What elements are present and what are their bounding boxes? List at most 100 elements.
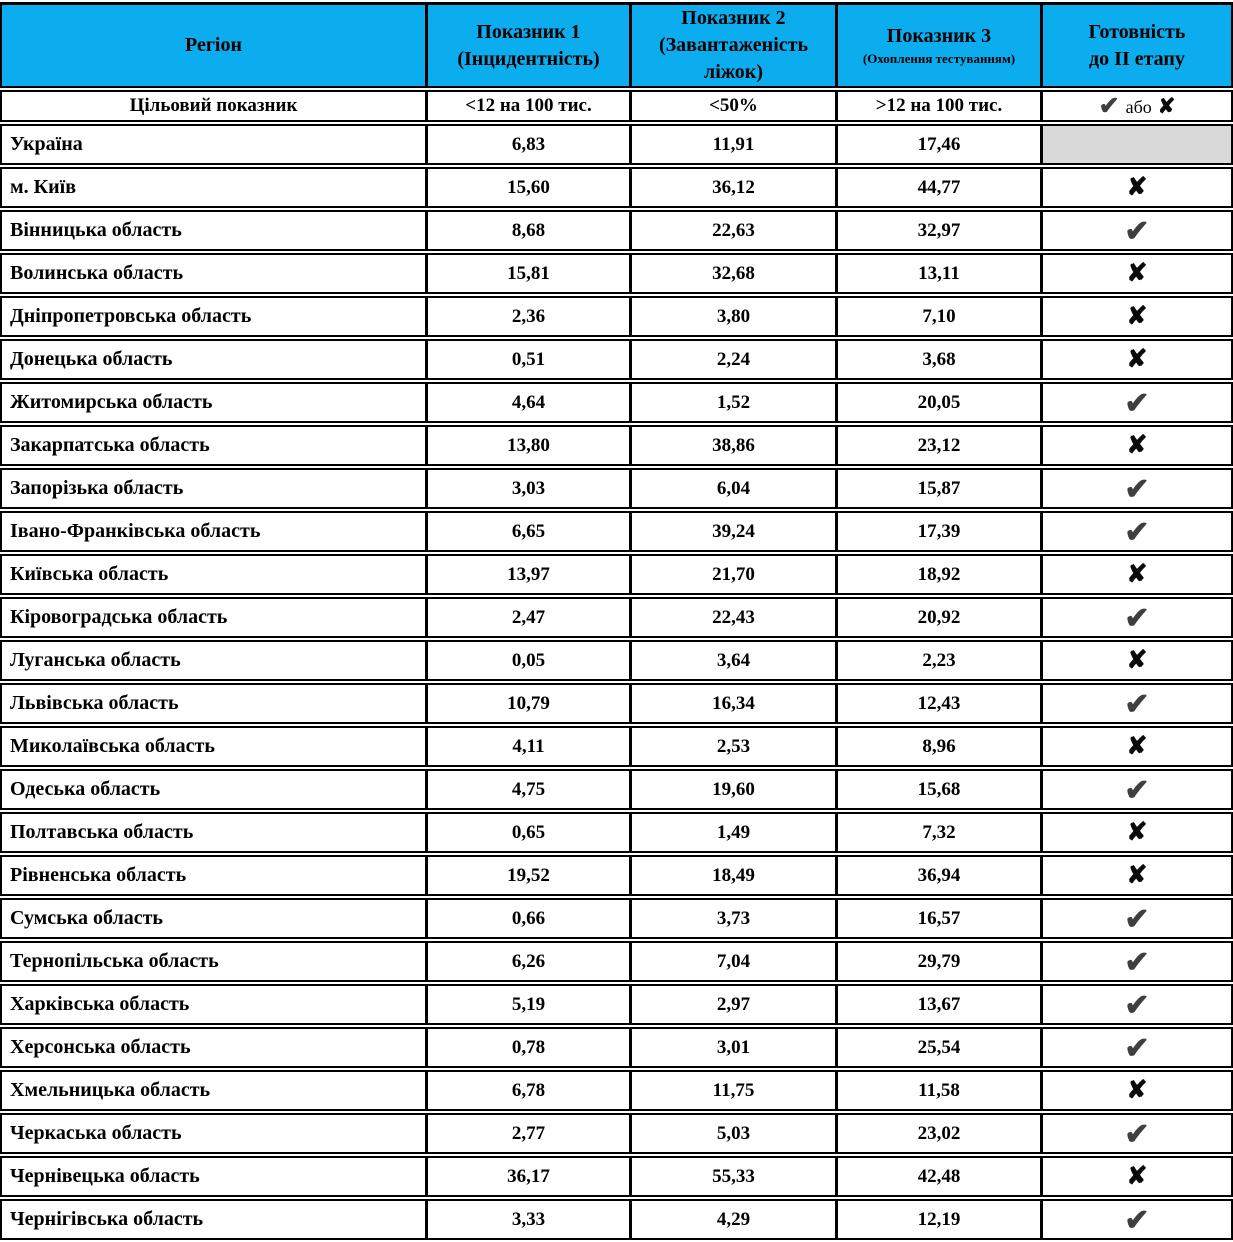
indicator1-value: 5,19 <box>428 984 632 1025</box>
table-row: Чернігівська область 3,33 4,29 12,19 ✔ <box>0 1199 1233 1240</box>
indicator1-value: 15,81 <box>428 253 632 294</box>
col-header-indicator3-subtitle: (Охоплення тестуванням) <box>862 51 1016 67</box>
cross-icon: ✘ <box>1126 174 1148 201</box>
indicator2-value: 7,04 <box>632 941 838 982</box>
indicator2-value: 4,29 <box>632 1199 838 1240</box>
region-name: Чернівецька область <box>0 1156 428 1197</box>
table-body: Україна 6,83 11,91 17,46 м. Київ 15,60 3… <box>0 124 1233 1240</box>
check-icon: ✔ <box>1124 601 1150 635</box>
indicator2-value: 39,24 <box>632 511 838 552</box>
check-icon: ✔ <box>1124 386 1150 420</box>
indicator3-value: 12,43 <box>838 683 1043 724</box>
table-row: м. Київ 15,60 36,12 44,77 ✘ <box>0 167 1233 208</box>
table-row: Луганська область 0,05 3,64 2,23 ✘ <box>0 640 1233 681</box>
check-icon: ✔ <box>1124 515 1150 549</box>
readiness-cell: ✘ <box>1043 425 1233 466</box>
readiness-cell: ✔ <box>1043 597 1233 638</box>
indicator3-value: 20,05 <box>838 382 1043 423</box>
indicator1-value: 36,17 <box>428 1156 632 1197</box>
indicator2-value: 38,86 <box>632 425 838 466</box>
readiness-legend-or: або <box>1125 97 1152 117</box>
readiness-cell: ✔ <box>1043 511 1233 552</box>
table-row: Херсонська область 0,78 3,01 25,54 ✔ <box>0 1027 1233 1068</box>
indicator1-value: 6,26 <box>428 941 632 982</box>
region-name: Донецька область <box>0 339 428 380</box>
indicator2-value: 3,73 <box>632 898 838 939</box>
check-icon: ✔ <box>1124 773 1150 807</box>
cross-icon: ✘ <box>1157 94 1176 118</box>
indicator2-value: 2,24 <box>632 339 838 380</box>
indicator2-value: 5,03 <box>632 1113 838 1154</box>
region-name: Черкаська область <box>0 1113 428 1154</box>
indicator3-value: 29,79 <box>838 941 1043 982</box>
readiness-cell: ✔ <box>1043 468 1233 509</box>
col-header-readiness-subtitle: до ІІ етапу <box>1089 47 1185 70</box>
indicator2-value: 32,68 <box>632 253 838 294</box>
indicator2-value: 1,49 <box>632 812 838 853</box>
region-name: Сумська область <box>0 898 428 939</box>
indicator1-value: 0,66 <box>428 898 632 939</box>
check-icon: ✔ <box>1124 988 1150 1022</box>
indicator2-value: 18,49 <box>632 855 838 896</box>
col-header-indicator1: Показник 1 (Інцидентність) <box>428 2 632 88</box>
cross-icon: ✘ <box>1126 260 1148 287</box>
indicator2-value: 2,53 <box>632 726 838 767</box>
table-row: Харківська область 5,19 2,97 13,67 ✔ <box>0 984 1233 1025</box>
cross-icon: ✘ <box>1126 862 1148 889</box>
indicator2-value: 3,80 <box>632 296 838 337</box>
indicator2-value: 22,43 <box>632 597 838 638</box>
indicator2-value: 11,91 <box>632 124 838 165</box>
readiness-legend: ✔ або ✘ <box>1043 90 1233 122</box>
indicator1-value: 0,05 <box>428 640 632 681</box>
readiness-cell <box>1043 124 1233 165</box>
readiness-cell: ✘ <box>1043 296 1233 337</box>
readiness-cell: ✔ <box>1043 941 1233 982</box>
target-indicator1: <12 на 100 тис. <box>428 90 632 122</box>
indicator3-value: 12,19 <box>838 1199 1043 1240</box>
cross-icon: ✘ <box>1126 432 1148 459</box>
indicator1-value: 15,60 <box>428 167 632 208</box>
indicator1-value: 19,52 <box>428 855 632 896</box>
indicator2-value: 55,33 <box>632 1156 838 1197</box>
col-header-readiness: Готовність до ІІ етапу <box>1043 2 1233 88</box>
table-row: Дніпропетровська область 2,36 3,80 7,10 … <box>0 296 1233 337</box>
readiness-cell: ✔ <box>1043 1027 1233 1068</box>
indicator1-value: 0,78 <box>428 1027 632 1068</box>
indicator2-value: 19,60 <box>632 769 838 810</box>
indicator1-value: 2,47 <box>428 597 632 638</box>
indicator3-value: 2,23 <box>838 640 1043 681</box>
cross-icon: ✘ <box>1126 733 1148 760</box>
readiness-cell: ✘ <box>1043 1070 1233 1111</box>
indicator1-value: 8,68 <box>428 210 632 251</box>
indicator2-value: 16,34 <box>632 683 838 724</box>
indicator3-value: 44,77 <box>838 167 1043 208</box>
check-icon: ✔ <box>1124 1117 1150 1151</box>
col-header-indicator1-title: Показник 1 <box>476 20 581 43</box>
region-name: Чернігівська область <box>0 1199 428 1240</box>
region-name: Полтавська область <box>0 812 428 853</box>
readiness-cell: ✘ <box>1043 253 1233 294</box>
region-name: Кіровоградська область <box>0 597 428 638</box>
check-icon: ✔ <box>1098 93 1120 120</box>
table-row: Миколаївська область 4,11 2,53 8,96 ✘ <box>0 726 1233 767</box>
readiness-cell: ✔ <box>1043 683 1233 724</box>
readiness-cell: ✘ <box>1043 812 1233 853</box>
readiness-cell: ✘ <box>1043 554 1233 595</box>
indicator3-value: 16,57 <box>838 898 1043 939</box>
region-name: Вінницька область <box>0 210 428 251</box>
col-header-readiness-title: Готовність <box>1088 20 1186 43</box>
table-row: Тернопільська область 6,26 7,04 29,79 ✔ <box>0 941 1233 982</box>
indicator3-value: 23,02 <box>838 1113 1043 1154</box>
region-name: м. Київ <box>0 167 428 208</box>
readiness-cell: ✘ <box>1043 1156 1233 1197</box>
indicator2-value: 22,63 <box>632 210 838 251</box>
cross-icon: ✘ <box>1126 819 1148 846</box>
indicator3-value: 25,54 <box>838 1027 1043 1068</box>
check-icon: ✔ <box>1124 1203 1150 1237</box>
indicator1-value: 0,65 <box>428 812 632 853</box>
region-name: Одеська область <box>0 769 428 810</box>
indicator2-value: 6,04 <box>632 468 838 509</box>
check-icon: ✔ <box>1124 902 1150 936</box>
indicator1-value: 2,77 <box>428 1113 632 1154</box>
